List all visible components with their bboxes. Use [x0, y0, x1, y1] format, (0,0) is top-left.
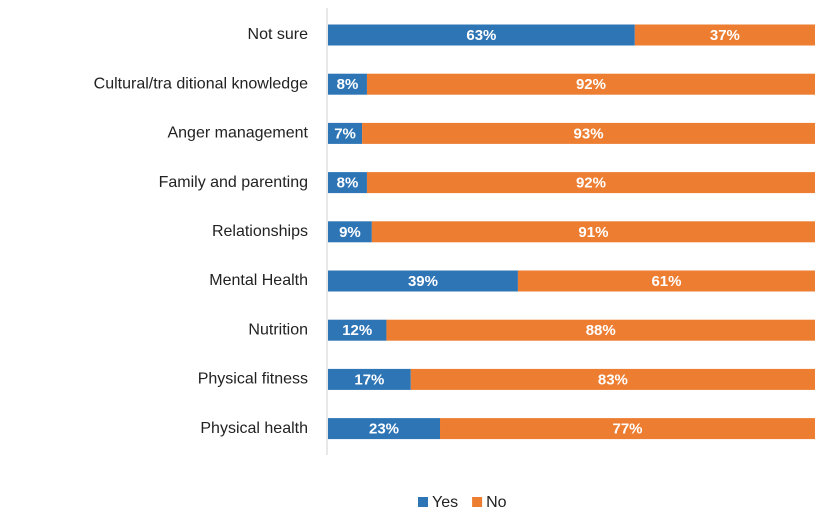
category-label: Cultural/tra ditional knowledge [94, 75, 308, 92]
bar-segment [328, 418, 441, 440]
bar-segment [328, 172, 367, 194]
bar-segment [371, 221, 815, 243]
value-label: 61% [651, 273, 681, 290]
legend-label: No [486, 494, 507, 511]
category-label: Family and parenting [159, 174, 308, 191]
bar-segment [328, 24, 635, 46]
value-label: 83% [598, 371, 628, 388]
category-label: Anger management [167, 125, 308, 142]
value-label: 8% [337, 175, 359, 192]
bar-segment [328, 73, 367, 95]
bar-segment [328, 122, 363, 144]
bar-segment [440, 418, 815, 440]
bar-segment [328, 368, 411, 390]
value-label: 77% [612, 421, 642, 438]
legend-label: Yes [432, 494, 458, 511]
bar-segment [328, 319, 387, 341]
value-label: 17% [354, 371, 384, 388]
category-label: Physical health [200, 420, 308, 437]
bar-segment [386, 319, 815, 341]
value-label: 8% [337, 76, 359, 93]
category-label: Mental Health [209, 272, 308, 289]
value-label: 39% [408, 273, 438, 290]
category-label: Nutrition [248, 321, 308, 338]
value-label: 88% [586, 322, 616, 339]
value-label: 37% [710, 27, 740, 44]
category-label: Relationships [212, 223, 308, 240]
bar-segment [366, 73, 815, 95]
value-label: 23% [369, 421, 399, 438]
value-label: 63% [466, 27, 496, 44]
bar-segment [362, 122, 815, 144]
bar-segment [328, 270, 518, 292]
bar-segment [410, 368, 815, 390]
legend-swatch [418, 497, 428, 507]
value-label: 9% [339, 224, 361, 241]
category-label: Not sure [248, 26, 309, 43]
bar-segment [517, 270, 815, 292]
value-label: 92% [576, 76, 606, 93]
value-label: 92% [576, 175, 606, 192]
value-label: 7% [334, 125, 356, 142]
category-label: Physical fitness [198, 371, 308, 388]
bar-segment [634, 24, 815, 46]
value-label: 12% [342, 322, 372, 339]
bar-segment [328, 221, 372, 243]
value-label: 93% [574, 125, 604, 142]
value-label: 91% [578, 224, 608, 241]
legend-swatch [472, 497, 483, 507]
bar-segment [366, 172, 815, 194]
